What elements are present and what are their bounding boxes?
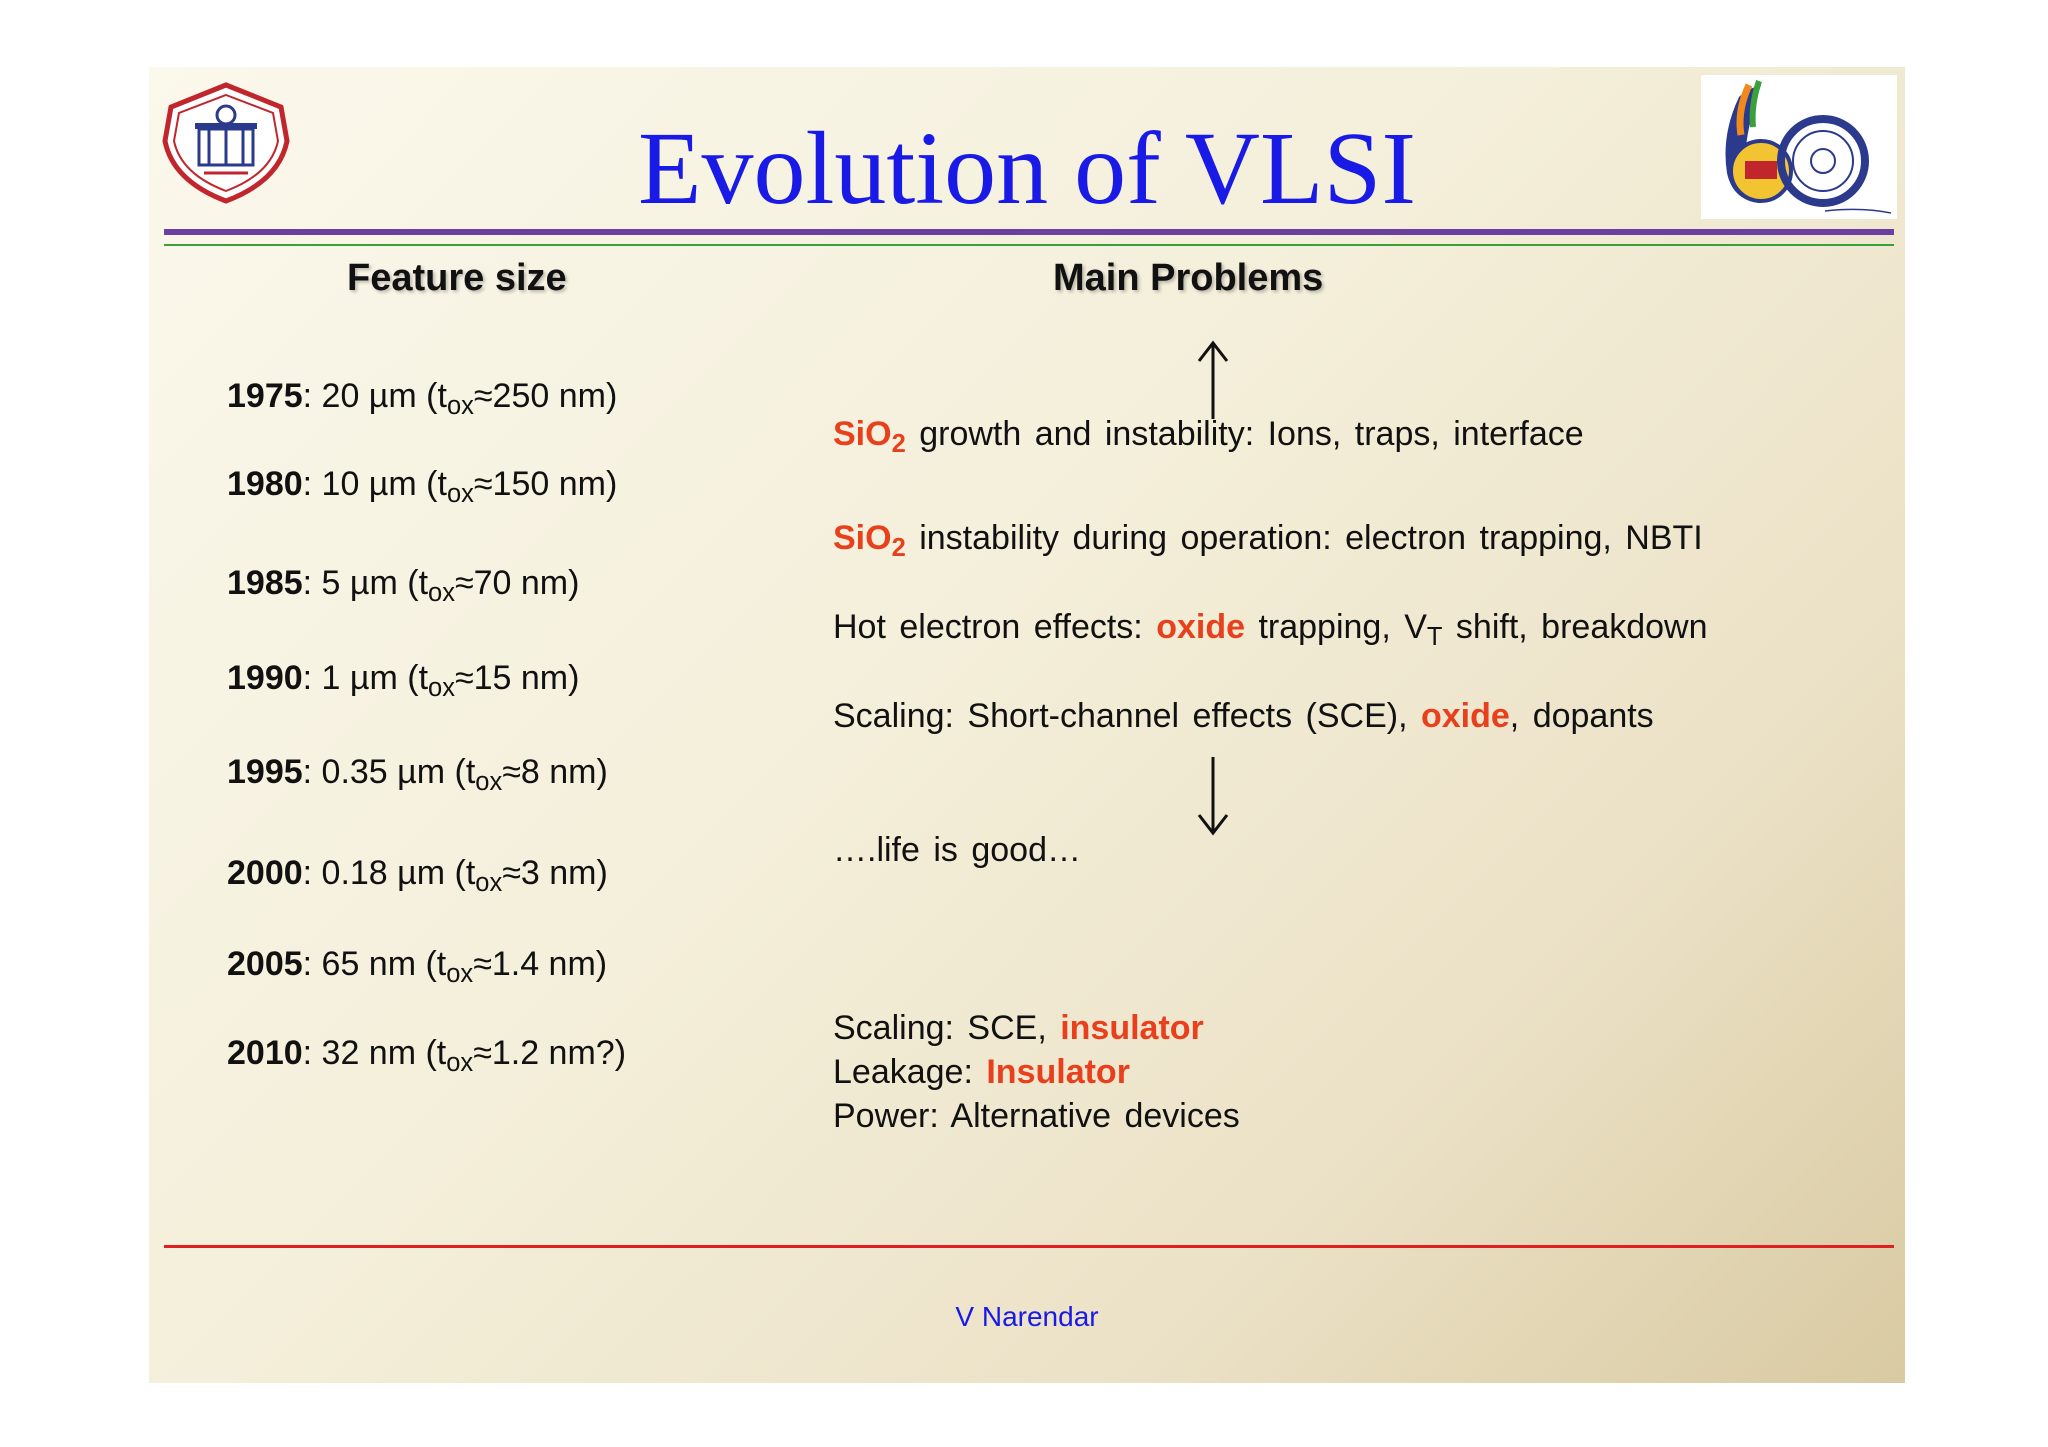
problem-hot-electron: Hot electron effects: oxide trapping, VT… <box>833 608 1708 652</box>
feature-row-1980: 1980: 10 µm (tox≈150 nm) <box>227 465 618 509</box>
problem-sio2-growth: SiO2 growth and instability: Ions, traps… <box>833 415 1584 459</box>
header-rule <box>164 229 1894 235</box>
slide: Evolution of VLSI Feature size Main Prob… <box>149 67 1905 1383</box>
nit-warangal-logo <box>159 81 294 205</box>
feature-row-2010: 2010: 32 nm (tox≈1.2 nm?) <box>227 1034 627 1078</box>
feature-row-1975: 1975: 20 µm (tox≈250 nm) <box>227 377 618 421</box>
diamond-jubilee-logo <box>1701 75 1897 219</box>
problem-life-is-good: ….life is good… <box>833 831 1081 869</box>
problem-power: Power: Alternative devices <box>833 1097 1240 1135</box>
feature-row-1995: 1995: 0.35 µm (tox≈8 nm) <box>227 753 608 797</box>
problem-leakage-insulator: Leakage: Insulator <box>833 1053 1130 1091</box>
problem-scaling-insulator: Scaling: SCE, insulator <box>833 1009 1204 1047</box>
arrow-up-icon <box>1195 339 1231 424</box>
footer-rule <box>164 1245 1894 1248</box>
problem-scaling-sce: Scaling: Short-channel effects (SCE), ox… <box>833 697 1654 735</box>
page-title: Evolution of VLSI <box>637 111 1417 226</box>
feature-row-2000: 2000: 0.18 µm (tox≈3 nm) <box>227 854 608 898</box>
header-rule-thin <box>164 244 1894 246</box>
feature-row-1990: 1990: 1 µm (tox≈15 nm) <box>227 659 580 703</box>
problem-sio2-instability: SiO2 instability during operation: elect… <box>833 519 1703 563</box>
arrow-down-icon <box>1195 757 1231 842</box>
feature-row-2005: 2005: 65 nm (tox≈1.4 nm) <box>227 945 608 989</box>
footer-author: V Narendar <box>955 1301 1099 1332</box>
feature-row-1985: 1985: 5 µm (tox≈70 nm) <box>227 564 580 608</box>
main-problems-heading: Main Problems <box>1053 257 1324 299</box>
feature-size-heading: Feature size <box>347 257 567 299</box>
